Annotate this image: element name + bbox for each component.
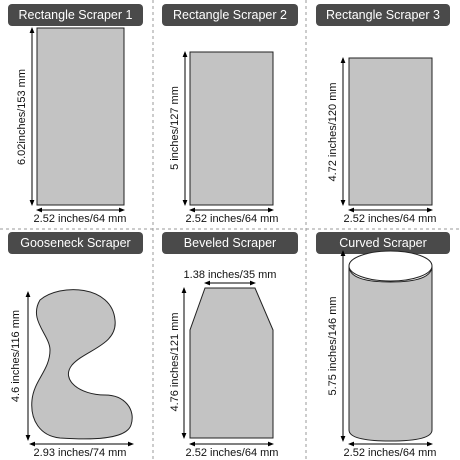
top-label: 1.38 inches/35 mm <box>184 269 277 281</box>
title-box <box>8 232 143 254</box>
panel-title: Rectangle Scraper 3 <box>326 8 440 22</box>
title-box <box>162 4 298 26</box>
title-box <box>8 4 143 26</box>
panel-title: Rectangle Scraper 2 <box>173 8 287 22</box>
panel-title: Curved Scraper <box>339 236 427 250</box>
height-label: 5 inches/127 mm <box>169 86 181 170</box>
scraper-shape <box>348 265 433 442</box>
width-label: 2.52 inches/64 mm <box>34 213 127 225</box>
scraper-shape <box>348 57 433 206</box>
height-label: 5.75 inches/146 mm <box>327 296 339 395</box>
height-label: 6.02inches/153 mm <box>16 69 28 165</box>
title-box <box>316 232 450 254</box>
title-box <box>316 4 450 26</box>
scraper-top <box>348 250 433 282</box>
panel-title: Gooseneck Scraper <box>20 236 130 250</box>
title-box <box>162 232 298 254</box>
width-label: 2.52 inches/64 mm <box>344 447 437 459</box>
scraper-shape <box>189 51 274 206</box>
width-label: 2.52 inches/64 mm <box>186 213 279 225</box>
scraper-shape <box>36 27 125 206</box>
width-label: 2.52 inches/64 mm <box>344 213 437 225</box>
width-label: 2.52 inches/64 mm <box>186 447 279 459</box>
height-label: 4.76 inches/121 mm <box>169 312 181 411</box>
height-label: 4.72 inches/120 mm <box>327 82 339 181</box>
scraper-shape <box>189 287 274 439</box>
width-label: 2.93 inches/74 mm <box>34 447 127 459</box>
scraper-shape <box>31 289 133 440</box>
height-label: 4.6 inches/116 mm <box>10 310 22 402</box>
panel-title: Rectangle Scraper 1 <box>19 8 133 22</box>
panel-title: Beveled Scraper <box>184 236 276 250</box>
